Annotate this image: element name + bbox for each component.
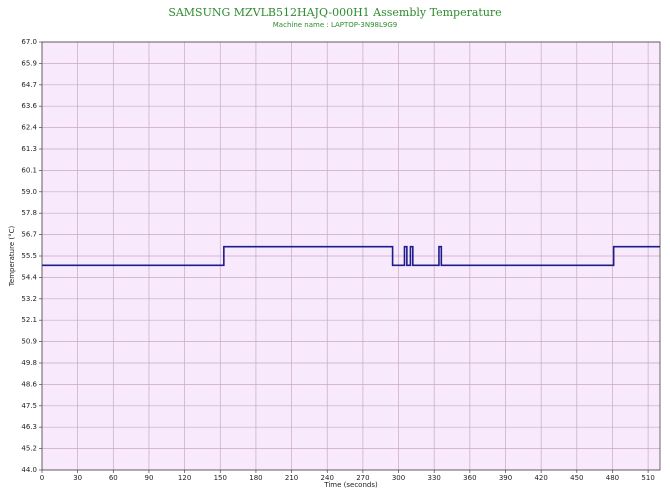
y-tick-label: 47.5 — [21, 402, 37, 410]
x-tick-label: 510 — [641, 474, 654, 482]
x-tick-label: 270 — [356, 474, 369, 482]
x-tick-label: 330 — [428, 474, 441, 482]
x-tick-label: 30 — [73, 474, 82, 482]
y-tick-label: 54.4 — [21, 273, 37, 281]
y-tick-label: 67.0 — [21, 38, 37, 46]
y-tick-label: 56.7 — [21, 231, 37, 239]
plot-frame — [41, 41, 661, 471]
x-tick-label: 450 — [570, 474, 583, 482]
x-axis-label: Time (seconds) — [323, 481, 378, 489]
y-tick-label: 65.9 — [21, 59, 37, 67]
chart-subtitle: Machine name : LAPTOP-3N98L9G9 — [273, 21, 397, 29]
x-tick-label: 210 — [285, 474, 298, 482]
y-tick-label: 52.1 — [21, 316, 37, 324]
x-tick-label: 90 — [145, 474, 154, 482]
y-tick-label: 46.3 — [21, 423, 37, 431]
line-series — [42, 245, 660, 267]
y-tick-label: 50.9 — [21, 338, 37, 346]
y-tick-label: 49.8 — [21, 359, 37, 367]
y-tick-label: 60.1 — [21, 166, 37, 174]
x-tick-label: 360 — [463, 474, 476, 482]
y-tick-label: 59.0 — [21, 188, 37, 196]
y-tick-label: 57.8 — [21, 209, 37, 217]
y-tick-label: 44.0 — [21, 466, 37, 474]
x-tick-label: 180 — [249, 474, 262, 482]
y-tick-label: 48.6 — [21, 380, 37, 388]
y-tick-label: 55.5 — [21, 252, 37, 260]
x-tick-label: 0 — [40, 474, 44, 482]
x-tick-label: 420 — [534, 474, 547, 482]
y-tick-label: 53.2 — [21, 295, 37, 303]
y-tick-label: 64.7 — [21, 81, 37, 89]
y-axis-label: Temperature (°C) — [8, 226, 16, 288]
x-tick-label: 240 — [321, 474, 334, 482]
x-tick-label: 150 — [214, 474, 227, 482]
x-tick-label: 120 — [178, 474, 191, 482]
y-tick-label: 63.6 — [21, 102, 37, 110]
y-tick-label: 62.4 — [21, 124, 37, 132]
x-tick-label: 60 — [109, 474, 118, 482]
chart-title: SAMSUNG MZVLB512HAJQ-000H1 Assembly Temp… — [168, 6, 501, 19]
x-tick-label: 390 — [499, 474, 512, 482]
x-tick-label: 300 — [392, 474, 405, 482]
y-tick-label: 45.2 — [21, 445, 37, 453]
x-tick-label: 480 — [606, 474, 619, 482]
y-tick-label: 61.3 — [21, 145, 37, 153]
